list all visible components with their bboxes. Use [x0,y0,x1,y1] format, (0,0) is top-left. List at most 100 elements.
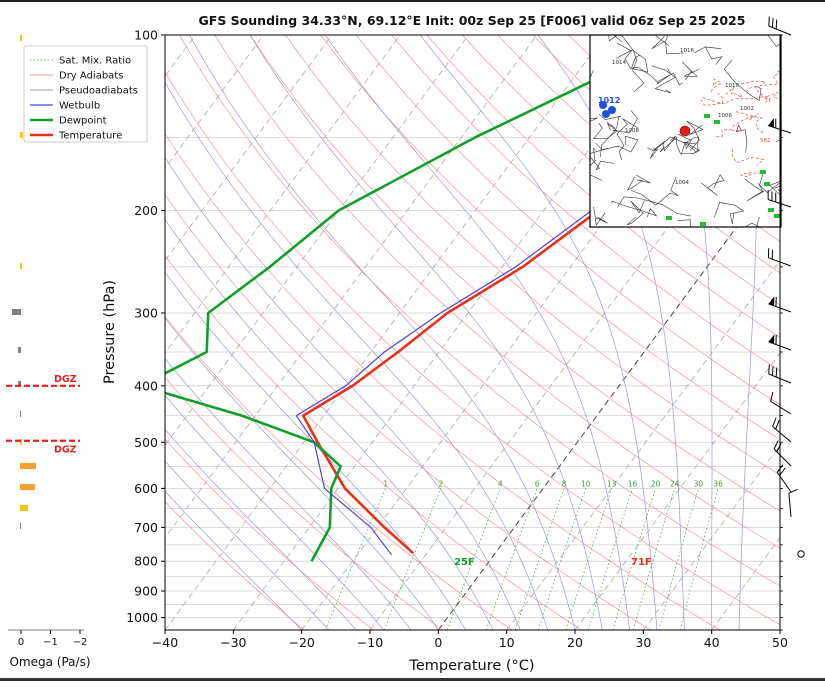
map-isobar-label: 1002 [740,106,754,112]
y-tick-label: 900 [134,583,158,598]
map-isobar-label: 1016 [680,48,694,54]
map-isobar-label: 1006 [718,113,732,119]
legend-entry: Dry Adiabats [59,71,123,82]
mixing-ratio-label: 8 [562,479,567,488]
legend-entry: Wetbulb [59,101,100,112]
map-isobar-label: 1012 [598,96,620,105]
y-tick-label: 700 [134,520,158,535]
dgz-label: DGZ [54,374,77,385]
map-precip-green [704,114,710,118]
omega-bar [20,484,35,490]
dry-adiabat [73,35,650,630]
wind-barb [768,295,794,312]
mixing-ratio-line [680,488,718,630]
omega-bar [20,263,22,269]
y-axis-label: Pressure (hPa) [102,280,118,384]
mixing-ratio-label: 36 [713,479,723,488]
mixing-ratio-line [659,488,699,630]
map-isobar-label: 1008 [625,128,639,134]
map-isobar-label: 1014 [612,60,626,66]
map-precip-green [764,182,770,186]
map-location-marker [680,126,690,136]
y-tick-label: 800 [134,554,158,569]
mixing-ratio-label: 30 [694,479,704,488]
wind-barb [770,418,796,442]
y-tick-label: 100 [134,28,158,43]
x-tick-label: 40 [704,635,720,650]
x-tick-label: −40 [152,635,178,650]
map-precip-green [666,216,672,220]
map-precip-green [714,120,720,124]
x-tick-label: −20 [288,635,314,650]
map-precip-green [760,170,766,174]
omega-tick-label: 0 [18,637,24,648]
mixing-ratio-label: 2 [439,479,444,488]
y-tick-label: 400 [134,378,158,393]
mixing-ratio-label: 20 [651,479,661,488]
surface-dewpoint-label: 25F [454,557,475,568]
mixing-ratio-line [566,488,612,630]
omega-bar [12,309,21,315]
mixing-ratio-label: 10 [581,479,591,488]
isotherm [780,35,825,630]
mixing-ratio-label: 16 [628,479,638,488]
legend-entry: Dewpoint [59,116,107,127]
omega-bar [20,411,21,417]
omega-bar [18,347,21,353]
y-tick-label: 500 [134,435,158,450]
dgz-label: DGZ [54,445,77,456]
x-tick-label: −10 [357,635,383,650]
x-axis-label: Temperature (°C) [408,658,534,674]
legend-entry: Pseudoadiabats [59,86,138,97]
map-precip-green [768,208,774,212]
wind-barb [776,465,799,492]
calm-wind-marker [798,551,804,557]
x-tick-label: 10 [499,635,515,650]
legend-entry: Sat. Mix. Ratio [59,56,131,67]
map-precip-blue [608,106,616,114]
wind-barb [768,333,794,350]
pseudoadiabat [99,35,520,630]
x-tick-label: 20 [567,635,583,650]
omega-bar [20,523,21,529]
wind-barb [772,441,797,466]
legend-entry: Temperature [58,131,122,142]
y-tick-label: 1000 [126,610,158,625]
pseudoadiabat [325,35,630,630]
mixing-ratio-label: 1 [383,479,388,488]
omega-bar [20,505,28,511]
isotherm [97,35,537,630]
map-isobar-label: 1010 [725,83,739,89]
pseudoadiabat [140,35,548,630]
x-tick-label: 30 [635,635,651,650]
mixing-ratio-label: 4 [498,479,503,488]
map-precip-green [774,214,780,218]
surface-temperature-label: 71F [631,557,652,568]
map-isobar-label: 1004 [675,180,689,186]
mixing-ratio-line [515,488,564,630]
wind-barb [768,392,796,414]
map-isobar-label: 582 [760,138,771,144]
mixing-ratio-label: 6 [535,479,540,488]
omega-bar [20,132,23,138]
y-tick-label: 600 [134,481,158,496]
chart-title: GFS Sounding 34.33°N, 69.12°E Init: 00z … [199,13,746,28]
mixing-ratio-line [384,488,441,630]
isotherm [165,35,605,630]
mixing-ratio-label: 24 [670,479,680,488]
mixing-ratio-line [538,488,586,630]
mixing-ratio-label: 13 [607,479,617,488]
x-tick-label: 50 [772,635,788,650]
y-tick-label: 200 [134,203,158,218]
omega-tick-label: −2 [73,637,88,648]
wind-barb [766,17,794,35]
map-precip-green [700,222,706,226]
map-height-contour [778,61,805,73]
x-tick-label: −30 [220,635,246,650]
omega-bar [20,463,36,469]
legend: Sat. Mix. Ratio Dry Adiabats Pseudoadiabat… [24,46,147,142]
